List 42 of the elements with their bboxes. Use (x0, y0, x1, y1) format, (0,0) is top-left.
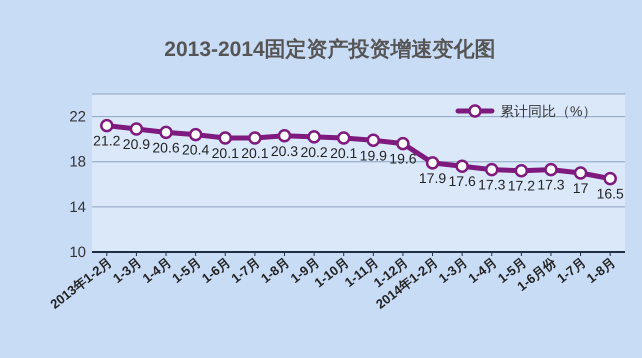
data-label: 17.6 (448, 173, 476, 190)
data-label: 21.2 (93, 132, 121, 149)
point (485, 162, 498, 176)
point (188, 128, 202, 142)
data-label: 20.6 (152, 139, 180, 156)
y-tick-label: 18 (69, 154, 86, 171)
point (514, 164, 528, 178)
point (218, 131, 232, 145)
data-label: 17.9 (418, 170, 446, 186)
point (574, 166, 588, 180)
point (426, 156, 440, 170)
data-label: 20.2 (300, 144, 328, 160)
y-tick-label: 10 (69, 244, 86, 261)
chart-title: 2013-2014固定资产投资增速变化图 (164, 37, 496, 61)
data-label: 20.1 (241, 145, 269, 162)
data-label: 19.6 (389, 150, 417, 167)
point (130, 122, 144, 136)
point (544, 162, 558, 176)
point (455, 159, 469, 173)
point (307, 130, 321, 144)
data-label: 19.9 (360, 147, 388, 164)
data-label: 20.9 (122, 136, 150, 152)
data-label: 17.3 (478, 176, 506, 193)
data-label: 20.3 (270, 142, 298, 159)
data-label: 17.2 (508, 178, 536, 194)
y-tick-label: 22 (69, 108, 86, 126)
y-tick-label: 14 (69, 198, 86, 216)
legend-label: 累计同比（%） (500, 103, 596, 119)
data-label: 17.3 (537, 176, 565, 193)
point (100, 118, 114, 132)
point (248, 131, 262, 145)
data-label: 17 (572, 180, 589, 196)
point (159, 126, 173, 140)
data-label: 16.5 (596, 186, 624, 202)
point (336, 131, 350, 145)
data-label: 20.1 (212, 145, 240, 162)
data-label: 20.1 (330, 145, 358, 162)
data-label: 20.4 (182, 142, 210, 158)
point (278, 129, 292, 143)
point (603, 172, 617, 186)
point (366, 134, 380, 148)
point (396, 136, 410, 150)
